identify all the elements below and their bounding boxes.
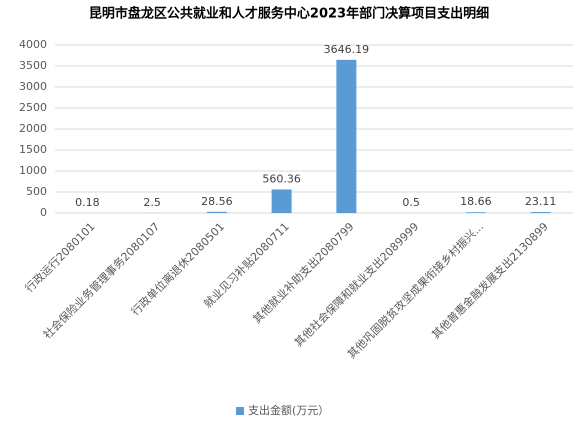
y-tick-label: 1000	[19, 164, 47, 177]
y-tick-label: 2500	[19, 101, 47, 114]
y-tick-label: 3000	[19, 80, 47, 93]
y-tick-label: 1500	[19, 143, 47, 156]
x-tick-label: 社会保险业务管理事务2080107	[40, 219, 162, 341]
y-tick-label: 500	[26, 185, 47, 198]
chart-title: 昆明市盘龙区公共就业和人才服务中心2023年部门决算项目支出明细	[89, 6, 489, 22]
bar	[465, 212, 486, 213]
x-tick-label: 其他社会保障和就业支出2089999	[291, 219, 421, 349]
data-label: 560.36	[262, 172, 301, 185]
x-tick-label: 其他就业补助支出2080799	[250, 219, 357, 326]
data-label: 3646.19	[324, 43, 370, 56]
bar	[530, 212, 551, 213]
x-tick-label: 行政运行2080101	[22, 219, 98, 295]
bar	[271, 189, 292, 213]
legend-swatch	[236, 407, 244, 415]
data-label: 18.66	[460, 195, 492, 208]
y-tick-label: 2000	[19, 122, 47, 135]
legend-label: 支出金额(万元）	[248, 403, 329, 417]
x-tick-label: 其他巩固脱贫攻坚成果衔接乡村振兴...	[344, 219, 486, 361]
data-label: 2.5	[143, 196, 161, 209]
y-tick-label: 4000	[19, 38, 47, 51]
data-label: 0.5	[402, 196, 420, 209]
y-tick-label: 0	[40, 206, 47, 219]
data-label: 23.11	[525, 195, 557, 208]
x-tick-label: 其他普惠金融发展支出2130899	[429, 219, 551, 341]
data-label: 0.18	[75, 196, 100, 209]
y-tick-label: 3500	[19, 59, 47, 72]
data-label: 28.56	[201, 195, 233, 208]
bar	[336, 59, 357, 214]
bar	[206, 211, 227, 213]
